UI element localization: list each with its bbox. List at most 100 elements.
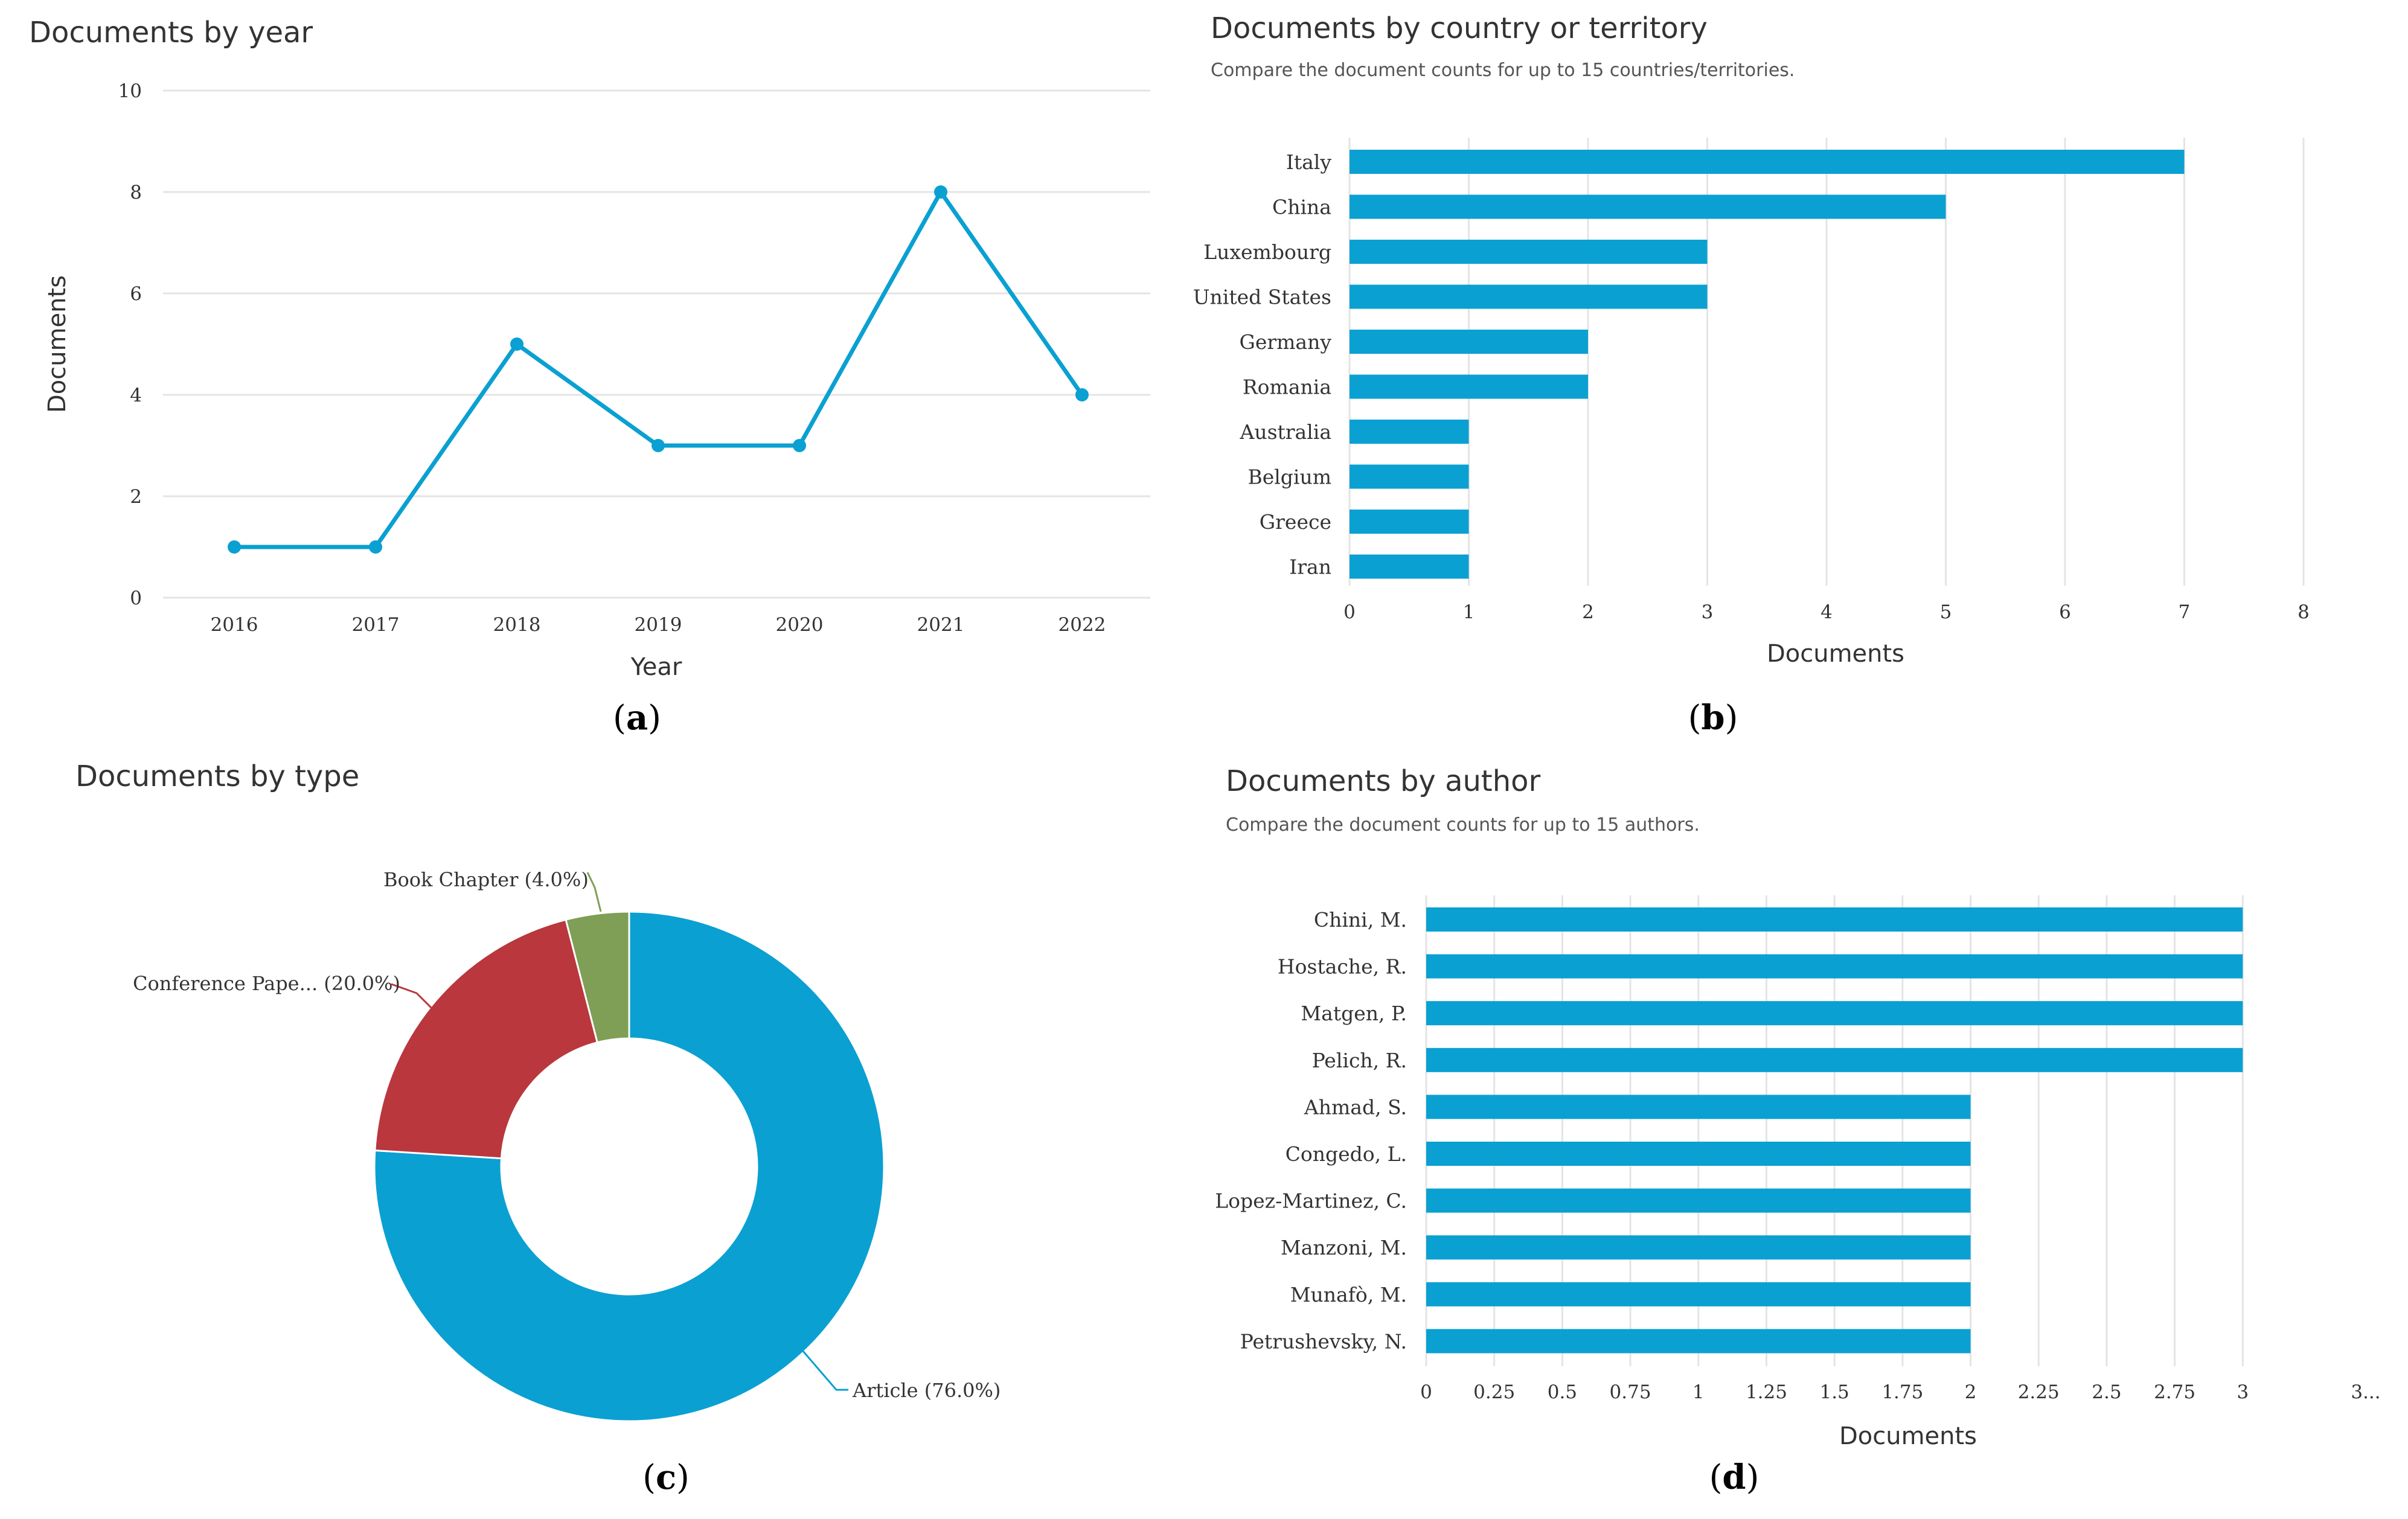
y-tick-label: 0 [130,587,142,609]
documents-by-country-chart: Documents by country or territory Compar… [1193,11,2310,738]
chart-title: Documents by author [1226,764,1541,798]
x-tick-label: 2.75 [2154,1381,2195,1403]
bar [1426,1142,1971,1166]
x-tick-label: 2022 [1058,614,1106,636]
x-tick-label: 2021 [917,614,965,636]
bar [1350,554,1469,579]
data-point [228,540,241,554]
category-label: Pelich, R. [1312,1049,1407,1072]
x-tick-label: 2018 [493,614,541,636]
x-tick-label: 1 [1692,1381,1705,1403]
x-tick-label: 0.25 [1473,1381,1515,1403]
category-label: Hostache, R. [1278,955,1407,979]
chart-title: Documents by type [75,760,359,793]
leader-line [802,1351,848,1391]
x-tick-label: 2 [1965,1381,1977,1403]
bar [1426,1188,1971,1213]
chart-subtitle: Compare the document counts for up to 15… [1211,60,1795,81]
y-tick-label: 2 [130,486,142,508]
bar [1350,420,1469,444]
x-tick-label: 2 [1582,601,1594,623]
x-axis-label: Documents [1767,640,1904,668]
category-label: Italy [1286,150,1332,174]
x-tick-label: 0.75 [1610,1381,1651,1403]
category-label: Belgium [1247,465,1331,489]
x-tick-label: 0.5 [1548,1381,1577,1403]
data-point [652,439,665,452]
x-tick-label: 8 [2298,601,2310,623]
x-tick-label: 1 [1463,601,1475,623]
chart-title: Documents by year [29,16,313,50]
x-tick-label: 7 [2179,601,2191,623]
category-label: Germany [1239,330,1331,354]
bar [1426,1047,2243,1072]
x-tick-label: 2019 [635,614,682,636]
category-label: Iran [1289,555,1331,579]
category-label: Luxembourg [1203,240,1331,264]
data-point [369,540,382,554]
x-tick-label: 3 [2237,1381,2249,1403]
x-tick-label: 0 [1343,601,1356,623]
bar [1350,284,1708,309]
x-tick-label: 2017 [352,614,400,636]
chart-subtitle: Compare the document counts for up to 15… [1226,814,1700,836]
category-label: Romania [1243,376,1331,399]
panel-label-b: (b) [1688,698,1738,738]
slice-label-conference-paper: Conference Pape... (20.0%) [133,972,400,995]
x-tick-label: 6 [2059,601,2071,623]
y-tick-label: 4 [130,385,142,406]
y-tick-label: 10 [118,80,142,102]
series-line [234,190,1084,549]
category-label: Congedo, L. [1286,1142,1407,1166]
x-tick-label: 1.25 [1746,1381,1787,1403]
x-tick-label: 2016 [211,614,258,636]
leader-line [586,872,602,912]
bar [1350,194,1946,219]
bar [1350,330,1588,354]
donut-slice [565,910,630,1044]
bar [1350,464,1469,489]
x-tick-label: 3... [2351,1381,2380,1403]
bar [1426,1095,1971,1119]
bar [1426,954,2243,979]
bar [1350,374,1588,399]
data-point [793,439,806,452]
category-label: Petrushevsky, N. [1240,1329,1407,1353]
bar [1350,510,1469,534]
y-axis-label: Documents [43,275,71,413]
category-label: United States [1193,286,1331,309]
bar [1426,1329,1971,1354]
x-tick-label: 0 [1420,1381,1432,1403]
category-label: Greece [1260,510,1331,534]
category-label: Ahmad, S. [1304,1095,1407,1119]
documents-by-author-chart: Documents by author Compare the document… [1215,764,2380,1497]
category-label: China [1272,196,1331,219]
bar [1426,1282,1971,1306]
bar [1426,907,2243,932]
x-tick-label: 2.5 [2092,1381,2121,1403]
data-point [510,337,524,351]
x-tick-label: 2020 [776,614,824,636]
leader-line [391,983,436,1012]
category-label: Australia [1239,420,1331,444]
x-tick-label: 2.25 [2018,1381,2060,1403]
bar [1426,1001,2243,1026]
data-point [1075,388,1089,401]
bar [1426,1235,1971,1260]
donut-slice [373,910,885,1422]
panel-label-d: (d) [1709,1457,1760,1497]
x-tick-label: 1.75 [1881,1381,1923,1403]
bar [1350,150,2185,174]
documents-by-type-chart: Documents by type Book Chapter (4.0%) Co… [75,760,1001,1497]
x-tick-label: 5 [1940,601,1952,623]
category-label: Chini, M. [1314,908,1407,932]
bar [1350,240,1708,264]
y-tick-label: 6 [130,283,142,305]
x-tick-label: 4 [1820,601,1833,623]
x-tick-label: 3 [1702,601,1714,623]
x-axis-label: Year [630,653,682,681]
category-label: Munafò, M. [1290,1283,1407,1306]
donut-slice [374,918,599,1160]
y-tick-label: 8 [130,182,142,203]
